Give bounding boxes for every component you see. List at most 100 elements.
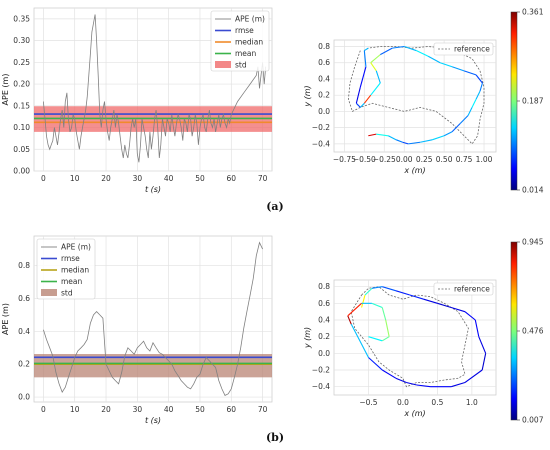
y-tick-label: 0.6 [318,58,330,67]
legend-label: reference [454,45,490,54]
y-tick-label: 0.0 [318,349,330,358]
estimate-segment [463,70,477,76]
estimate-segment [364,47,369,52]
x-tick-label: 30 [133,174,143,183]
x-tick-label: −0.25 [373,155,396,164]
x-tick-label: 1.00 [476,155,493,164]
estimate-segment [395,290,410,296]
y-tick-label: −0.2 [312,123,330,132]
y-axis-label: APE (m) [1,74,10,106]
estimate-segment [451,306,466,313]
estimate-segment [459,115,469,124]
estimate-segment [404,45,417,52]
legend-box [210,10,270,72]
y-tick-label: 0.20 [13,80,30,89]
estimate-segment [402,141,409,145]
y-tick-label: 0.0 [18,393,30,402]
estimate-segment [451,66,465,72]
x-tick-label: 10 [70,405,80,414]
estimate-segment [381,307,387,321]
colorbar-label: 0.476 [522,327,544,336]
y-tick-label: 0.15 [13,101,30,110]
x-tick-label: 0.5 [431,398,443,407]
std-band [34,354,272,378]
y-axis-label: y (m) [303,85,312,107]
y-axis-label: y (m) [303,327,312,349]
y-axis-label: APE (m) [1,303,10,335]
colorbar-a: 0.361 0.187 0.014 [510,8,544,195]
colorbar-label: 0.187 [522,97,544,106]
colorbar-label: 0.361 [522,8,544,17]
x-tick-label: 0.50 [436,155,453,164]
estimate-segment [368,133,377,137]
y-tick-label: 0.6 [318,299,330,308]
estimate-segment [439,62,453,68]
y-tick-label: 0.4 [18,327,30,336]
x-tick-label: 50 [195,174,205,183]
legend-swatch [41,289,57,296]
x-axis-label: t (s) [145,185,161,194]
legend-box [433,42,494,56]
ape-series-line [43,241,263,396]
legend-label: rmse [61,254,80,263]
y-tick-label: −0.4 [312,139,330,148]
colorbar-gradient [510,11,518,191]
estimate-segment [381,369,397,379]
y-tick-label: 0.2 [318,91,330,100]
estimate-segment [363,50,367,67]
plot-area [333,39,497,153]
x-tick-label: 0.00 [396,155,413,164]
x-tick-label: 70 [258,174,268,183]
ape-series-line [43,14,267,163]
colorbar-b: 0.945 0.476 0.007 [510,238,544,425]
estimate-segment [395,377,407,384]
y-tick-label: 0.6 [18,294,30,303]
x-tick-label: 20 [101,174,111,183]
y-tick-label: 0.30 [13,36,30,45]
estimate-segment [408,141,421,145]
estimate-segment [392,45,405,49]
estimate-segment [347,315,352,325]
x-tick-label: 40 [164,174,174,183]
estimate-segment [382,286,397,292]
y-tick-label: 0.4 [318,316,330,325]
estimate-segment [363,94,372,104]
y-tick-label: 0.00 [13,167,30,176]
y-tick-label: 0.2 [318,332,330,341]
x-tick-label: 0.25 [416,155,433,164]
legend-label: reference [454,285,490,294]
reference-path [350,286,469,388]
legend-label: median [61,266,89,275]
estimate-segment [368,357,383,371]
estimate-segment [451,381,466,388]
legend-label: std [61,289,73,298]
estimate-segment [475,90,481,100]
y-tick-label: −0.2 [312,366,330,375]
estimate-segment [423,298,438,304]
y-tick-label: 0.4 [318,74,330,83]
y-tick-label: 0.25 [13,58,30,67]
y-tick-label: 0.10 [13,123,30,132]
legend-swatch [215,61,231,68]
x-axis-label: t (s) [145,416,161,425]
legend-box [433,282,494,296]
estimate-segment [380,47,393,56]
estimate-segment [416,384,431,388]
estimate-segment [350,323,369,358]
estimate-segment [371,302,383,309]
estimate-segment [388,135,397,141]
x-tick-label: 0 [41,174,46,183]
legend-label: rmse [235,26,254,35]
estimate-segment [475,74,483,84]
legend-box [36,238,96,300]
ape-timeseries-b: 0 10 20 30 40 50 60 70 0.0 0.2 0.4 0.6 0.8 t (s) APE (… [1,235,273,425]
x-tick-label: −0.75 [333,155,356,164]
x-tick-label: 10 [70,174,80,183]
estimate-segment [370,62,377,72]
estimate-segment [478,336,487,354]
caption-a: (a) [266,200,284,213]
estimate-segment [361,294,366,308]
estimate-segment [370,54,381,64]
x-tick-label: 70 [258,405,268,414]
estimate-segment [427,55,441,64]
